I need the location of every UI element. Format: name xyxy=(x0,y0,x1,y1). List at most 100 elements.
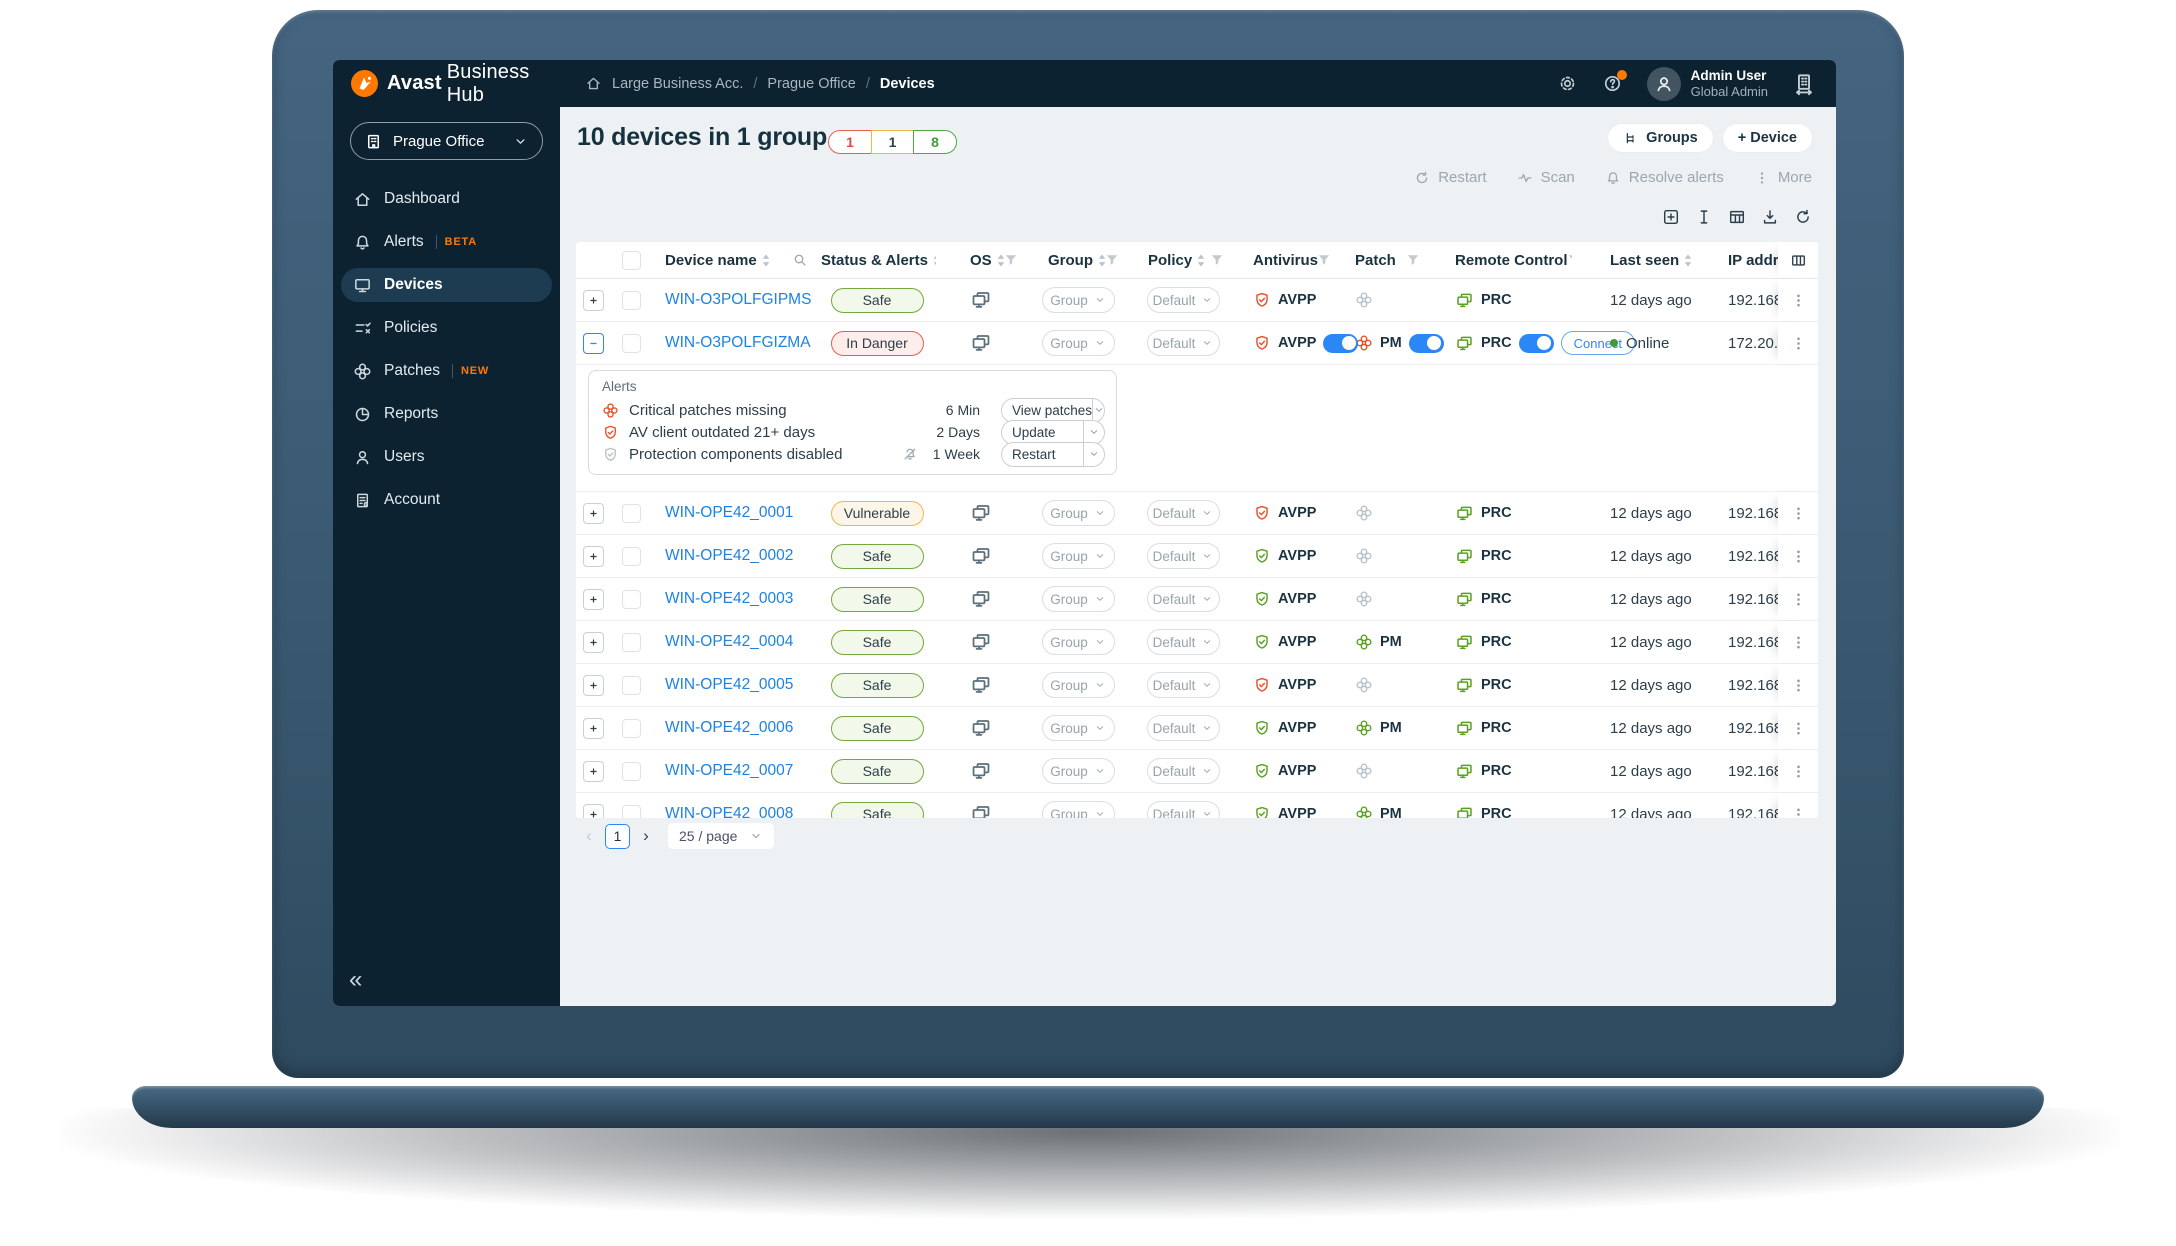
columns-settings[interactable] xyxy=(1778,242,1818,278)
column-header-antivirus[interactable]: Antivirus xyxy=(1236,252,1336,269)
breadcrumb-item[interactable]: Prague Office xyxy=(767,75,856,92)
alert-action-button[interactable]: Restart xyxy=(1001,441,1105,467)
breadcrumb-item[interactable]: Large Business Acc. xyxy=(612,75,744,92)
group-select[interactable]: Group xyxy=(1041,330,1115,356)
filter-icon[interactable] xyxy=(1568,254,1572,266)
group-select[interactable]: Group xyxy=(1041,543,1115,569)
breadcrumb-item[interactable]: Devices xyxy=(879,75,935,92)
policy-select[interactable]: Default xyxy=(1146,586,1220,612)
connect-button[interactable]: Connect xyxy=(1560,331,1636,355)
sidebar-item-patches[interactable]: Patches NEW xyxy=(341,354,552,388)
device-name-link[interactable]: WIN-OPE42_0003 xyxy=(665,590,794,607)
device-name-link[interactable]: WIN-OPE42_0006 xyxy=(665,719,794,736)
sort-icon[interactable] xyxy=(1098,254,1106,267)
switch-company-icon[interactable] xyxy=(1792,72,1816,96)
column-header-policy[interactable]: Policy xyxy=(1130,252,1236,269)
alert-action-button[interactable]: View patches xyxy=(1001,397,1105,423)
rename-icon[interactable] xyxy=(1695,208,1713,226)
filter-icon[interactable] xyxy=(1407,254,1419,266)
help-icon[interactable] xyxy=(1602,70,1627,94)
row-expand-button[interactable] xyxy=(583,588,604,610)
device-name-link[interactable]: WIN-O3POLFGIZMA xyxy=(665,334,811,351)
filter-icon[interactable] xyxy=(1106,254,1118,266)
sidebar-item-reports[interactable]: Reports xyxy=(341,397,552,431)
settings-gear-icon[interactable] xyxy=(1557,73,1578,94)
row-menu-button[interactable] xyxy=(1790,505,1807,522)
select-all-checkbox[interactable] xyxy=(621,250,641,270)
sidebar-item-users[interactable]: Users xyxy=(341,440,552,474)
row-checkbox[interactable] xyxy=(621,804,641,818)
remote-control-toggle[interactable] xyxy=(1518,333,1554,353)
page-next-button[interactable]: › xyxy=(643,826,649,845)
policy-select[interactable]: Default xyxy=(1146,500,1220,526)
device-name-link[interactable]: WIN-O3POLFGIPMS xyxy=(665,291,812,308)
alert-action-button[interactable]: Update xyxy=(1001,419,1105,445)
filter-icon[interactable] xyxy=(1318,254,1330,266)
policy-select[interactable]: Default xyxy=(1146,715,1220,741)
group-select[interactable]: Group xyxy=(1041,586,1115,612)
row-expand-button[interactable] xyxy=(583,545,604,567)
row-expand-button[interactable] xyxy=(583,502,604,524)
row-expand-button[interactable] xyxy=(583,803,604,818)
sidebar-item-dashboard[interactable]: Dashboard xyxy=(341,182,552,216)
row-checkbox[interactable] xyxy=(621,546,641,566)
home-icon[interactable] xyxy=(585,75,602,92)
bulk-action-restart[interactable]: Restart xyxy=(1414,169,1487,186)
count-badge[interactable]: 1 xyxy=(870,130,915,154)
row-menu-button[interactable] xyxy=(1790,591,1807,608)
chevron-down-icon[interactable] xyxy=(1083,420,1104,444)
group-select[interactable]: Group xyxy=(1041,758,1115,784)
row-expand-button[interactable] xyxy=(583,631,604,653)
table-view-icon[interactable] xyxy=(1728,208,1746,226)
row-expand-button[interactable] xyxy=(583,332,604,354)
page-prev-button[interactable]: ‹ xyxy=(586,826,592,845)
page-size-select[interactable]: 25 / page xyxy=(668,823,775,849)
group-select[interactable]: Group xyxy=(1041,500,1115,526)
patch-toggle[interactable] xyxy=(1408,333,1444,353)
sidebar-item-policies[interactable]: Policies xyxy=(341,311,552,345)
row-checkbox[interactable] xyxy=(621,290,641,310)
sort-icon[interactable] xyxy=(997,254,1005,267)
row-checkbox[interactable] xyxy=(621,589,641,609)
row-checkbox[interactable] xyxy=(621,718,641,738)
sort-icon[interactable] xyxy=(933,254,936,267)
sort-icon[interactable] xyxy=(762,254,770,267)
add-device-button[interactable]: + Device xyxy=(1722,124,1812,152)
column-header-last-seen[interactable]: Last seen xyxy=(1572,252,1692,269)
groups-button[interactable]: Groups xyxy=(1608,124,1713,152)
device-name-link[interactable]: WIN-OPE42_0001 xyxy=(665,504,794,521)
column-header-patch[interactable]: Patch xyxy=(1336,252,1432,269)
policy-select[interactable]: Default xyxy=(1146,758,1220,784)
policy-select[interactable]: Default xyxy=(1146,543,1220,569)
user-menu[interactable]: Admin User Global Admin xyxy=(1646,66,1768,101)
bulk-action-scan[interactable]: Scan xyxy=(1517,169,1575,186)
column-header-group[interactable]: Group xyxy=(1026,252,1130,269)
sort-icon[interactable] xyxy=(1684,254,1692,267)
policy-select[interactable]: Default xyxy=(1146,330,1220,356)
column-header-device-name[interactable]: Device name xyxy=(652,252,818,269)
row-menu-button[interactable] xyxy=(1790,763,1807,780)
device-name-link[interactable]: WIN-OPE42_0002 xyxy=(665,547,794,564)
row-checkbox[interactable] xyxy=(621,761,641,781)
column-header-status-alerts[interactable]: Status & Alerts xyxy=(818,252,936,269)
reload-icon[interactable] xyxy=(1794,208,1812,226)
row-menu-button[interactable] xyxy=(1790,548,1807,565)
sidebar-item-alerts[interactable]: Alerts BETA xyxy=(341,225,552,259)
group-select[interactable]: Group xyxy=(1041,672,1115,698)
group-select[interactable]: Group xyxy=(1041,801,1115,818)
row-checkbox[interactable] xyxy=(621,632,641,652)
policy-select[interactable]: Default xyxy=(1146,672,1220,698)
bulk-action-resolve-alerts[interactable]: Resolve alerts xyxy=(1605,169,1724,186)
filter-icon[interactable] xyxy=(1005,254,1017,266)
count-badge[interactable]: 8 xyxy=(913,130,957,154)
antivirus-toggle[interactable] xyxy=(1323,333,1359,353)
sidebar-item-account[interactable]: Account xyxy=(341,483,552,517)
device-name-link[interactable]: WIN-OPE42_0008 xyxy=(665,805,794,818)
row-menu-button[interactable] xyxy=(1790,720,1807,737)
row-menu-button[interactable] xyxy=(1790,335,1807,352)
row-expand-button[interactable] xyxy=(583,717,604,739)
row-menu-button[interactable] xyxy=(1790,677,1807,694)
policy-select[interactable]: Default xyxy=(1146,801,1220,818)
chevron-down-icon[interactable] xyxy=(1083,442,1104,466)
